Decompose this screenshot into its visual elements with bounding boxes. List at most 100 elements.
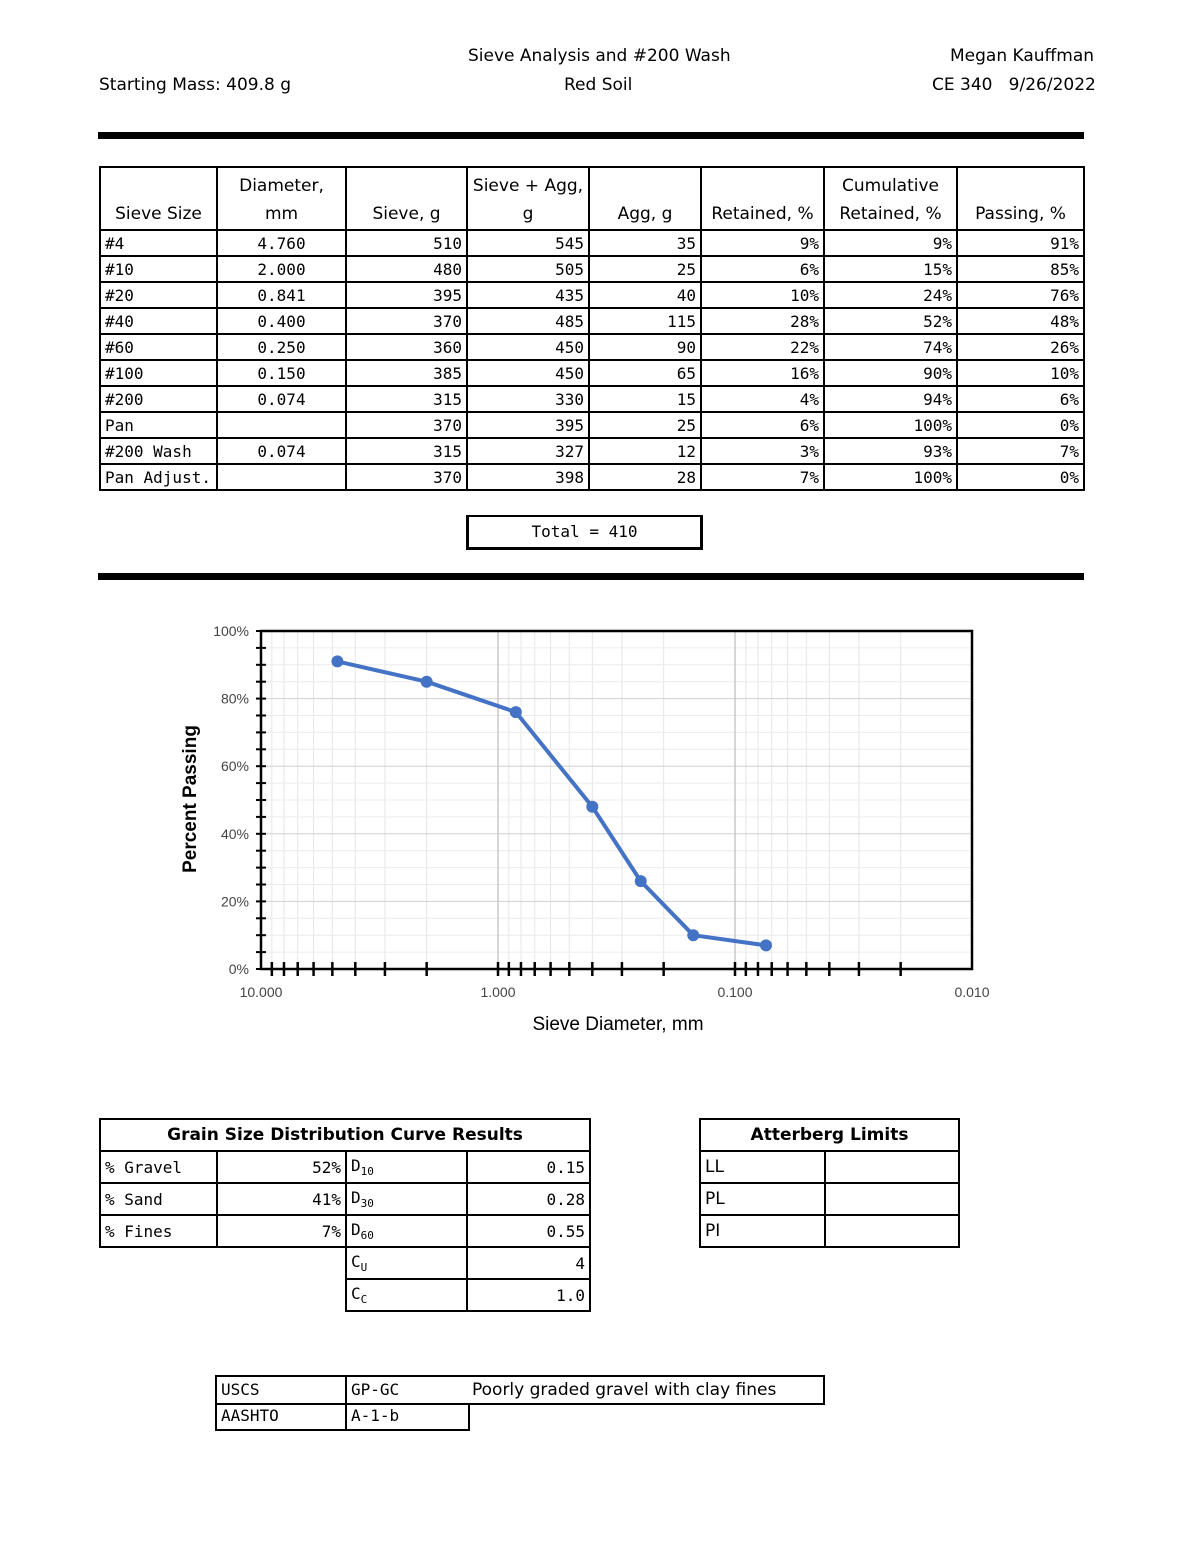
header-agg: Agg, g [588, 166, 702, 231]
cell-passing: 26% [956, 333, 1085, 361]
cell-cumulative: 94% [823, 385, 958, 413]
header-diameter: Diameter, mm [216, 166, 347, 231]
table-row: #200 0.074 315 330 15 4% 94% 6% [99, 385, 1085, 413]
cell-retained: 10% [700, 281, 825, 309]
table-row: #4 4.760 510 545 35 9% 9% 91% [99, 229, 1085, 257]
cell-sieve-agg: 435 [466, 281, 590, 309]
total-mass: Total = 410 [466, 515, 703, 550]
pi-label: PI [699, 1214, 826, 1248]
y-tick-label: 40% [221, 826, 249, 842]
cell-sieve-agg: 330 [466, 385, 590, 413]
chart-axes: 10.000 1.000 0.100 0.010 0% 20% 40% 60% 80% 100% [213, 623, 990, 1000]
cell-sieve-agg: 398 [466, 463, 590, 491]
d30-label: D30 [345, 1182, 468, 1216]
cell-sieve-size: Pan [99, 411, 218, 439]
cell-retained: 3% [700, 437, 825, 465]
cell-sieve-size: #100 [99, 359, 218, 387]
cc-label: CC [345, 1278, 468, 1312]
cell-cumulative: 52% [823, 307, 958, 335]
cell-sieve-agg: 485 [466, 307, 590, 335]
d10-value: 0.15 [465, 1150, 592, 1184]
pl-value [823, 1182, 961, 1216]
cell-agg: 28 [588, 463, 702, 491]
cell-diameter: 0.150 [216, 359, 347, 387]
data-point [687, 929, 700, 942]
gravel-value: 52% [216, 1150, 347, 1184]
atterberg-title: Atterberg Limits [698, 1118, 961, 1152]
table-row: #100 0.150 385 450 65 16% 90% 10% [99, 359, 1085, 387]
cell-sieve-agg: 450 [466, 333, 590, 361]
cell-retained: 6% [700, 411, 825, 439]
author-name: Megan Kauffman [950, 46, 1095, 66]
top-divider [98, 132, 1084, 139]
data-point [586, 800, 599, 813]
table-row: #20 0.841 395 435 40 10% 24% 76% [99, 281, 1085, 309]
y-tick-label: 80% [221, 691, 249, 707]
cell-retained: 4% [700, 385, 825, 413]
cell-sieve: 360 [345, 333, 468, 361]
cell-cumulative: 100% [823, 411, 958, 439]
sieve-table: Sieve Size Diameter, mm Sieve, g Sieve + … [99, 166, 1085, 491]
sand-value: 41% [216, 1182, 347, 1216]
cell-diameter: 0.074 [216, 437, 347, 465]
cell-cumulative: 24% [823, 281, 958, 309]
cell-diameter [216, 411, 347, 439]
cell-sieve-agg: 545 [466, 229, 590, 257]
cell-agg: 90 [588, 333, 702, 361]
header-passing: Passing, % [956, 166, 1085, 231]
cell-cumulative: 15% [823, 255, 958, 283]
fines-label: % Fines [99, 1214, 218, 1248]
x-axis-label: Sieve Diameter, mm [532, 1014, 703, 1035]
cell-diameter [216, 463, 347, 491]
ll-value [823, 1150, 961, 1184]
cell-agg: 25 [588, 255, 702, 283]
cell-diameter: 0.074 [216, 385, 347, 413]
x-tick-label: 10.000 [240, 984, 283, 1000]
d60-value: 0.55 [465, 1214, 592, 1248]
x-tick-label: 1.000 [480, 984, 515, 1000]
cell-passing: 6% [956, 385, 1085, 413]
cell-diameter: 2.000 [216, 255, 347, 283]
cell-cumulative: 74% [823, 333, 958, 361]
cell-diameter: 0.250 [216, 333, 347, 361]
classification-uscs-row: USCS GP-GC Poorly graded gravel with cla… [215, 1375, 825, 1405]
cell-cumulative: 100% [823, 463, 958, 491]
chart-series [331, 655, 772, 952]
cell-agg: 15 [588, 385, 702, 413]
d10-label: D10 [345, 1150, 468, 1184]
cell-sieve: 510 [345, 229, 468, 257]
table-row: #200 Wash 0.074 315 327 12 3% 93% 7% [99, 437, 1085, 465]
cell-sieve-agg: 395 [466, 411, 590, 439]
d30-value: 0.28 [465, 1182, 592, 1216]
cell-sieve: 315 [345, 385, 468, 413]
chart-grid [260, 630, 973, 970]
y-tick-label: 100% [213, 623, 249, 639]
aashto-label: AASHTO [221, 1406, 279, 1425]
cell-sieve-size: Pan Adjust. [99, 463, 218, 491]
sand-label: % Sand [99, 1182, 218, 1216]
cell-agg: 65 [588, 359, 702, 387]
cc-value: 1.0 [465, 1278, 592, 1312]
plot-frame [259, 629, 974, 971]
cell-sieve-size: #200 [99, 385, 218, 413]
cell-retained: 16% [700, 359, 825, 387]
results-table: Grain Size Distribution Curve Results % … [98, 1118, 592, 1312]
cell-passing: 10% [956, 359, 1085, 387]
cell-retained: 7% [700, 463, 825, 491]
atterberg-table: Atterberg Limits LL PL PI [698, 1118, 961, 1248]
cell-sieve: 315 [345, 437, 468, 465]
cell-sieve-size: #10 [99, 255, 218, 283]
document-title: Sieve Analysis and #200 Wash [468, 46, 731, 66]
document-subtitle: Red Soil [564, 75, 633, 95]
cell-diameter: 0.400 [216, 307, 347, 335]
header-sieve-size: Sieve Size [99, 166, 218, 231]
cell-passing: 91% [956, 229, 1085, 257]
header-retained: Retained, % [700, 166, 825, 231]
x-tick-label: 0.010 [954, 984, 989, 1000]
cell-sieve-agg: 450 [466, 359, 590, 387]
course-date: CE 340 9/26/2022 [932, 75, 1096, 95]
uscs-value: GP-GC [351, 1380, 400, 1399]
starting-mass: Starting Mass: 409.8 g [99, 75, 292, 95]
cell-passing: 7% [956, 437, 1085, 465]
table-row: #60 0.250 360 450 90 22% 74% 26% [99, 333, 1085, 361]
